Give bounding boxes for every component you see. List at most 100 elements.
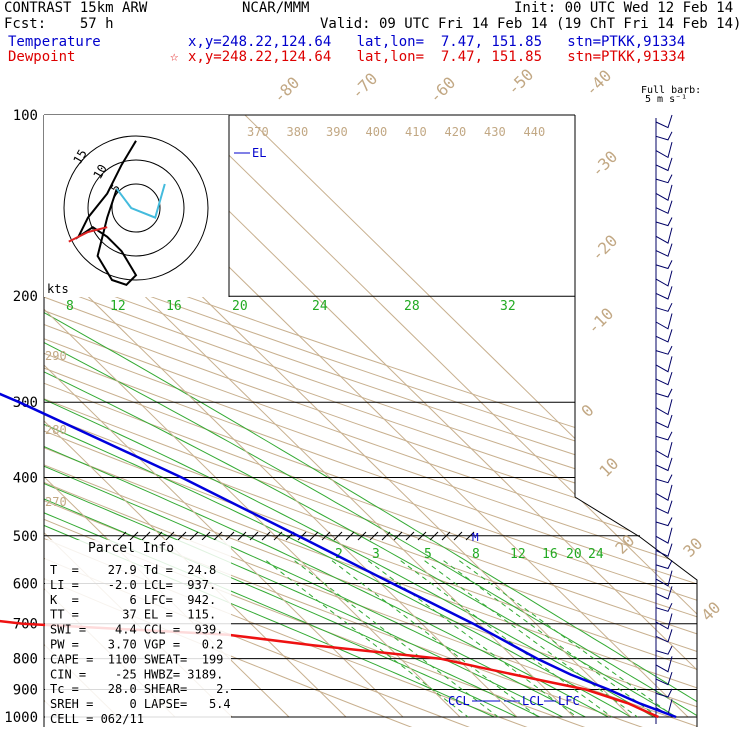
isotherm-tick-label: 0 [577,401,597,421]
mixing-ratio-label: 3 [372,547,380,562]
hodograph-panel [44,115,229,297]
parcel-info-row: LI = -2.0 LCL= 937. [50,578,216,592]
theta-tick-label: 420 [445,125,467,139]
wind-barb [655,399,673,416]
hatch-mark [129,531,139,541]
wind-barb [655,313,673,330]
wind-barb [655,441,673,459]
dewpoint-legend-label: Dewpoint [8,49,76,65]
wind-barb [655,114,673,129]
level-label-ccl: CCL [448,694,470,708]
isotherm-tick-label: 30 [679,534,706,561]
hatch-mark [453,531,463,541]
hatch-mark [417,531,427,541]
hodograph-units: kts [47,282,69,296]
wind-barb [655,157,673,172]
pressure-tick-label: 400 [13,470,38,486]
hatch-mark [177,531,187,541]
dewpoint-profile [0,619,659,719]
parcel-info-row: CELL = 062/11 [50,712,144,726]
dry-adiabat-line [44,115,697,727]
wind-barb [655,474,673,484]
hatch-mark [225,531,235,541]
wind-barb [655,227,673,244]
isotherm-tick-label: 20 [611,531,638,558]
hodograph-trace-low [116,183,166,219]
isotherm-line [44,115,404,718]
dry-adiabat-line [44,115,697,727]
dry-adiabat-line [44,115,697,727]
level-label-lcl: LCL [522,694,544,708]
mixing-ratio-line [294,560,499,718]
hatch-mark [405,531,415,541]
hodograph-ring [87,159,185,257]
wind-barb [655,141,673,159]
wind-barb [655,345,673,355]
hodograph-ring-label: 15 [70,147,89,167]
wind-barb [655,560,673,570]
plot-right-edge-lower [574,496,698,727]
hatch-mark [165,531,175,541]
pressure-tick-label: 500 [13,529,38,545]
parcel-info-row: SREH = 0 LAPSE= 5.4 [50,697,231,711]
hatch-mark [381,531,391,541]
init-time: Init: 00 UTC Wed 12 Feb 14 [514,0,734,16]
wind-barb [655,329,673,343]
dry-adiabat-line [44,115,697,727]
wind-barb [655,184,673,201]
wind-barb [655,527,673,544]
theta-tick-label: 390 [326,125,348,139]
dry-adiabat-line [44,115,697,727]
temperature-profile [0,392,677,719]
parcel-info-row: PW = 3.70 VGP = 0.2 [50,638,223,652]
level-label-m: M [472,531,479,544]
hatch-mark [141,531,151,541]
wind-barb [655,371,673,386]
moist-adiabat-label: 32 [500,299,516,314]
parcel-info-row: Tc = 28.0 SHEAR= 2. [50,682,231,696]
dry-adiabat-line [44,115,697,727]
dry-adiabat-line [44,115,697,727]
moist-adiabat-label: 20 [232,299,248,314]
hatch-mark [249,531,259,541]
hatch-mark [369,531,379,541]
dewpoint-star-icon: ☆ [170,49,179,65]
isotherm-line [130,115,697,718]
pressure-tick-label: 800 [13,652,38,668]
dry-adiabat-line [44,115,697,727]
dry-adiabat-line [44,115,697,727]
hatch-mark [333,531,343,541]
dry-adiabat-line [44,115,697,727]
mixing-ratio-label: 24 [588,547,604,562]
wind-barb [655,286,673,300]
wind-barb [655,200,673,214]
valid-time: Valid: 09 UTC Fri 14 Feb 14 (19 ChT Fri … [320,16,740,32]
hatch-mark [465,531,475,541]
pressure-tick-label: 100 [13,108,38,124]
dry-adiabat-line [44,115,697,727]
isotherm-tick-label: 10 [595,454,622,481]
moist-adiabat-label: 28 [404,299,420,314]
hatch-mark [261,531,271,541]
theta-tick-label: 430 [484,125,506,139]
theta-tick-label: 290 [45,349,67,363]
mixing-ratio-label: 12 [510,547,526,562]
isotherm-tick-label: -30 [587,147,621,181]
dry-adiabat-line [44,115,697,727]
hatch-mark [357,531,367,541]
wind-barb [655,302,673,312]
isotherm-line [244,115,697,718]
hatch-mark [273,531,283,541]
isotherm-line [44,115,347,718]
parcel-info-row: T = 27.9 Td = 24.8 [50,563,216,577]
mixing-ratio-line [459,560,676,718]
mixing-ratio-line [400,560,613,718]
hodograph-trace [75,140,138,286]
wind-barb [655,388,673,398]
parcel-info-panel [45,540,231,726]
hatch-mark [153,531,163,541]
wind-barb [655,570,673,587]
hatch-mark [201,531,211,541]
isotherm-tick-label: -80 [269,73,303,107]
